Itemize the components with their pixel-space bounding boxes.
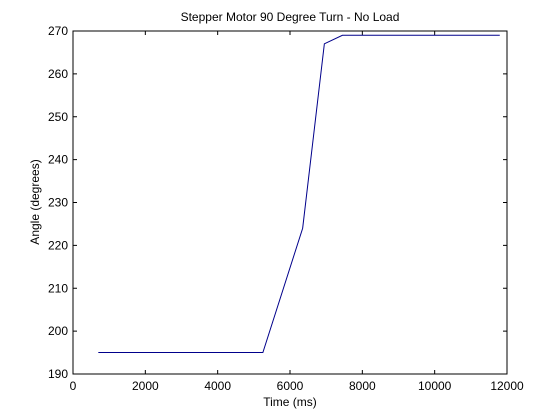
y-axis-label: Angle (degrees)	[28, 159, 42, 244]
x-tick-label: 8000	[349, 379, 376, 393]
series-line	[98, 34, 500, 354]
x-tick-label: 10000	[418, 379, 452, 393]
x-tick-label: 0	[70, 379, 77, 393]
data-point	[342, 35, 343, 36]
data-point	[262, 352, 263, 353]
x-tick-label: 2000	[132, 379, 159, 393]
data-point	[302, 228, 303, 229]
y-tick-label: 240	[48, 153, 68, 167]
y-tick-label: 210	[48, 281, 68, 295]
plot-area	[72, 30, 508, 375]
x-tick-label: 6000	[277, 379, 304, 393]
data-point	[324, 43, 325, 44]
y-tick-label: 190	[48, 367, 68, 381]
ticks-layer: 0 2000 4000 6000 8000 10000 12000 190 200 210 220 2…	[48, 24, 524, 393]
y-tick-label: 220	[48, 238, 68, 252]
x-axis-label: Time (ms)	[263, 395, 317, 409]
y-tick-label: 260	[48, 67, 68, 81]
chart-title: Stepper Motor 90 Degree Turn - No Load	[181, 10, 400, 24]
data-point	[499, 35, 500, 36]
series-layer	[98, 34, 500, 354]
y-tick-label: 200	[48, 324, 68, 338]
y-tick-label: 250	[48, 110, 68, 124]
y-tick-label: 230	[48, 196, 68, 210]
x-tick-label: 4000	[204, 379, 231, 393]
y-tick-label: 270	[48, 24, 68, 38]
data-point	[98, 352, 99, 353]
x-tick-label: 12000	[490, 379, 524, 393]
